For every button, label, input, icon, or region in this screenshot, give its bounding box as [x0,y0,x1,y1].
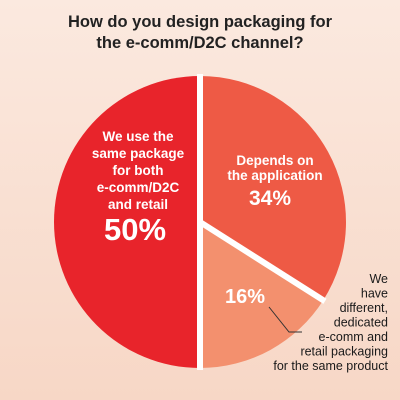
slice-label-same-package-line-5: and retail [108,197,168,212]
slice-label-same-package-line-2: same package [92,146,185,161]
slice-label-different-packaging-line-7: for the same product [273,359,388,373]
slice-label-same-package-line-3: for both [113,163,164,178]
chart-title-line-2: the e-comm/D2C channel? [96,34,303,52]
chart-title-line-1: How do you design packaging for [68,13,333,31]
slice-separator-1 [198,219,327,304]
callout-leader-line [268,306,302,333]
slice-labels: We use the same package for both e-comm/D2C… [92,129,389,373]
slice-label-depends-line-2: the application [227,168,322,183]
slice-label-different-packaging-line-5: e-comm and [319,330,389,344]
slice-label-different-packaging-line-4: dedicated [334,316,388,330]
slice-value-depends: 34% [249,187,291,210]
pie-slices [54,74,347,370]
slice-label-different-packaging-line-3: different, [340,301,388,315]
slice-value-different-packaging: 16% [225,286,265,308]
slice-label-different-packaging-line-6: retail packaging [300,345,388,359]
slice-label-same-package-line-4: e-comm/D2C [97,180,180,195]
chart-title: How do you design packaging for the e-co… [68,13,333,52]
slice-same-package [54,76,200,368]
slice-label-depends-line-1: Depends on [236,153,313,168]
slice-value-same-package: 50% [104,212,166,247]
slice-label-different-packaging-line-2: have [361,287,388,301]
slice-label-different-packaging-line-1: We [369,272,388,286]
slice-label-same-package-line-1: We use the [102,129,174,144]
